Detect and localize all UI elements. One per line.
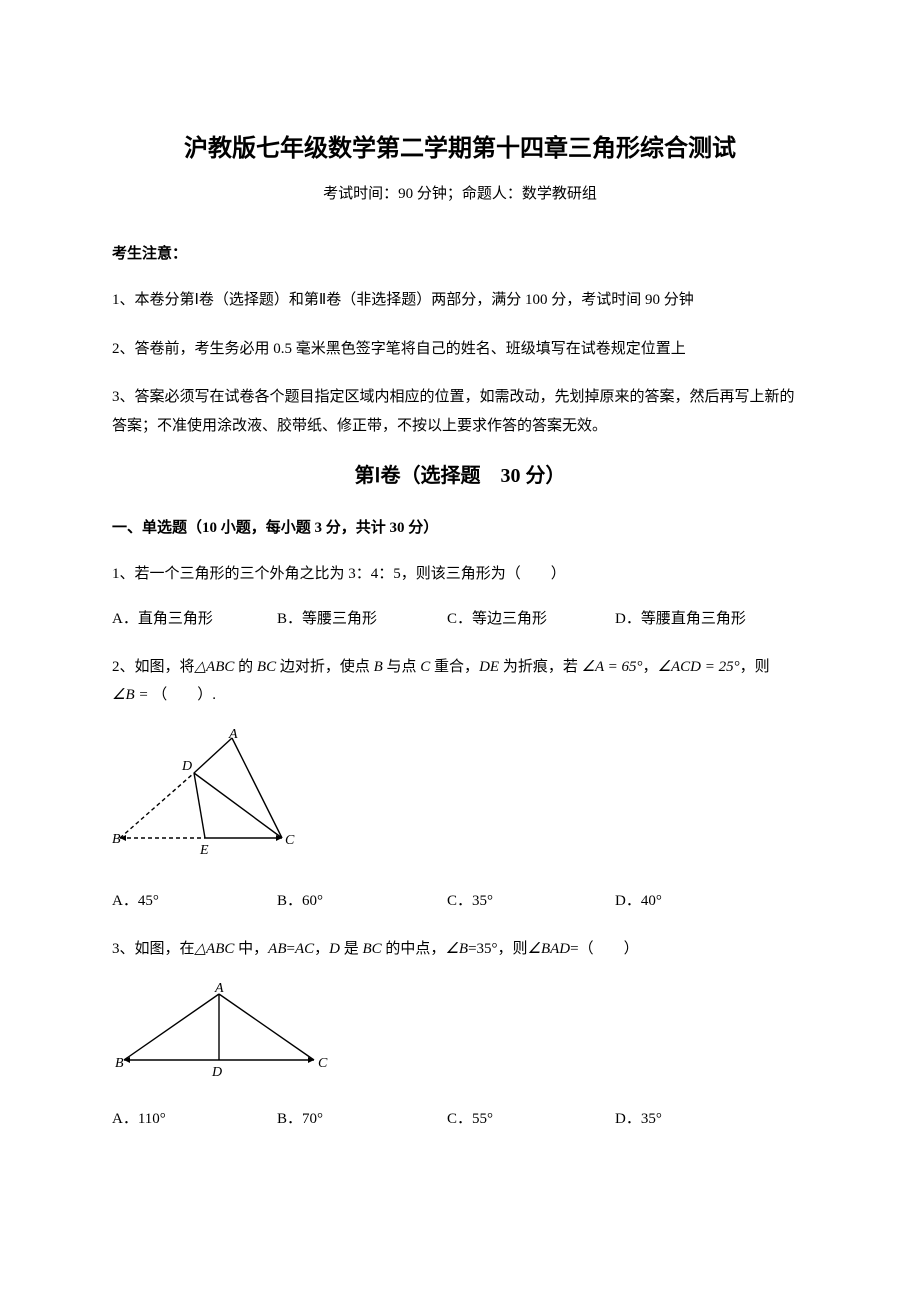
question-1: 1、若一个三角形的三个外角之比为 3：4：5，则该三角形为（ ） — [112, 560, 808, 589]
q3-ac: AC — [295, 941, 314, 957]
q2-anga: ∠A = 65° — [582, 659, 643, 675]
q2-opt-c: C．35° — [447, 889, 615, 913]
question-2-options: A．45° B．60° C．35° D．40° — [112, 889, 808, 913]
q3-eq: = — [286, 941, 294, 957]
q2-label-d: D — [181, 759, 192, 774]
q3-t3: 是 — [340, 941, 363, 957]
q1-opt-c: C．等边三角形 — [447, 607, 615, 631]
notice-item-1: 1、本卷分第Ⅰ卷（选择题）和第Ⅱ卷（非选择题）两部分，满分 100 分，考试时间… — [112, 286, 808, 315]
q3-t5: =35°，则 — [468, 941, 527, 957]
q3-angbad: ∠BAD — [528, 941, 571, 957]
q2-t4: 与点 — [383, 659, 421, 675]
q2-pc: C — [420, 659, 430, 675]
notice-heading: 考生注意： — [112, 242, 808, 266]
q3-tri: △ABC — [195, 941, 235, 957]
question-3-options: A．110° B．70° C．55° D．35° — [112, 1107, 808, 1131]
question-2: 2、如图，将△ABC 的 BC 边对折，使点 B 与点 C 重合，DE 为折痕，… — [112, 653, 808, 710]
q3-label-b: B — [115, 1056, 124, 1071]
q2-label-a: A — [228, 728, 238, 742]
q2-t0: 2、如图，将 — [112, 659, 195, 675]
q1-opt-d: D．等腰直角三角形 — [615, 607, 746, 631]
section-1-title: 第Ⅰ卷（选择题 30 分） — [112, 460, 808, 492]
q2-label-e: E — [199, 843, 209, 858]
q3-label-d: D — [211, 1065, 222, 1080]
q2-t5: 重合， — [430, 659, 479, 675]
q3-angb: ∠B — [445, 941, 468, 957]
q2-figure: A D B E C — [112, 728, 808, 872]
q3-opt-d: D．35° — [615, 1107, 662, 1131]
q3-bc: BC — [363, 941, 382, 957]
q2-angacd: ∠ACD = 25° — [658, 659, 740, 675]
q2-de: DE — [479, 659, 499, 675]
q2-label-b: B — [112, 832, 121, 847]
q2-opt-d: D．40° — [615, 889, 662, 913]
q3-ab: AB — [268, 941, 286, 957]
subsection-1-heading: 一、单选题（10 小题，每小题 3 分，共计 30 分） — [112, 516, 808, 540]
q3-t6: =（ ） — [570, 941, 638, 957]
q2-t2: 的 — [234, 659, 257, 675]
q3-t1: 中， — [234, 941, 268, 957]
question-1-options: A．直角三角形 B．等腰三角形 C．等边三角形 D．等腰直角三角形 — [112, 607, 808, 631]
q3-label-c: C — [318, 1056, 328, 1071]
subtitle: 考试时间：90 分钟；命题人：数学教研组 — [112, 182, 808, 206]
q3-t4: 的中点， — [382, 941, 446, 957]
q3-t2: ， — [314, 941, 329, 957]
q2-pb: B — [374, 659, 383, 675]
q3-pd: D — [329, 941, 340, 957]
q2-bc: BC — [257, 659, 276, 675]
q2-angb: ∠B = — [112, 687, 152, 703]
q3-figure: A B D C — [112, 982, 808, 1089]
q3-opt-c: C．55° — [447, 1107, 615, 1131]
notice-item-3: 3、答案必须写在试卷各个题目指定区域内相应的位置，如需改动，先划掉原来的答案，然… — [112, 383, 808, 440]
q2-label-c: C — [285, 833, 295, 848]
q2-tri: △ABC — [195, 659, 235, 675]
q2-t3: 边对折，使点 — [276, 659, 374, 675]
q2-c1: ， — [643, 659, 658, 675]
q1-opt-a: A．直角三角形 — [112, 607, 277, 631]
question-3: 3、如图，在△ABC 中，AB=AC，D 是 BC 的中点，∠B=35°，则∠B… — [112, 935, 808, 964]
q3-opt-b: B．70° — [277, 1107, 447, 1131]
q2-opt-a: A．45° — [112, 889, 277, 913]
notice-item-2: 2、答卷前，考生务必用 0.5 毫米黑色签字笔将自己的姓名、班级填写在试卷规定位… — [112, 335, 808, 364]
q3-opt-a: A．110° — [112, 1107, 277, 1131]
q2-t8: （ ）. — [152, 687, 216, 703]
q3-label-a: A — [214, 982, 224, 996]
q2-opt-b: B．60° — [277, 889, 447, 913]
q2-t6: 为折痕，若 — [499, 659, 582, 675]
q2-t7: ，则 — [740, 659, 770, 675]
main-title: 沪教版七年级数学第二学期第十四章三角形综合测试 — [112, 130, 808, 168]
q1-opt-b: B．等腰三角形 — [277, 607, 447, 631]
q3-t0: 3、如图，在 — [112, 941, 195, 957]
